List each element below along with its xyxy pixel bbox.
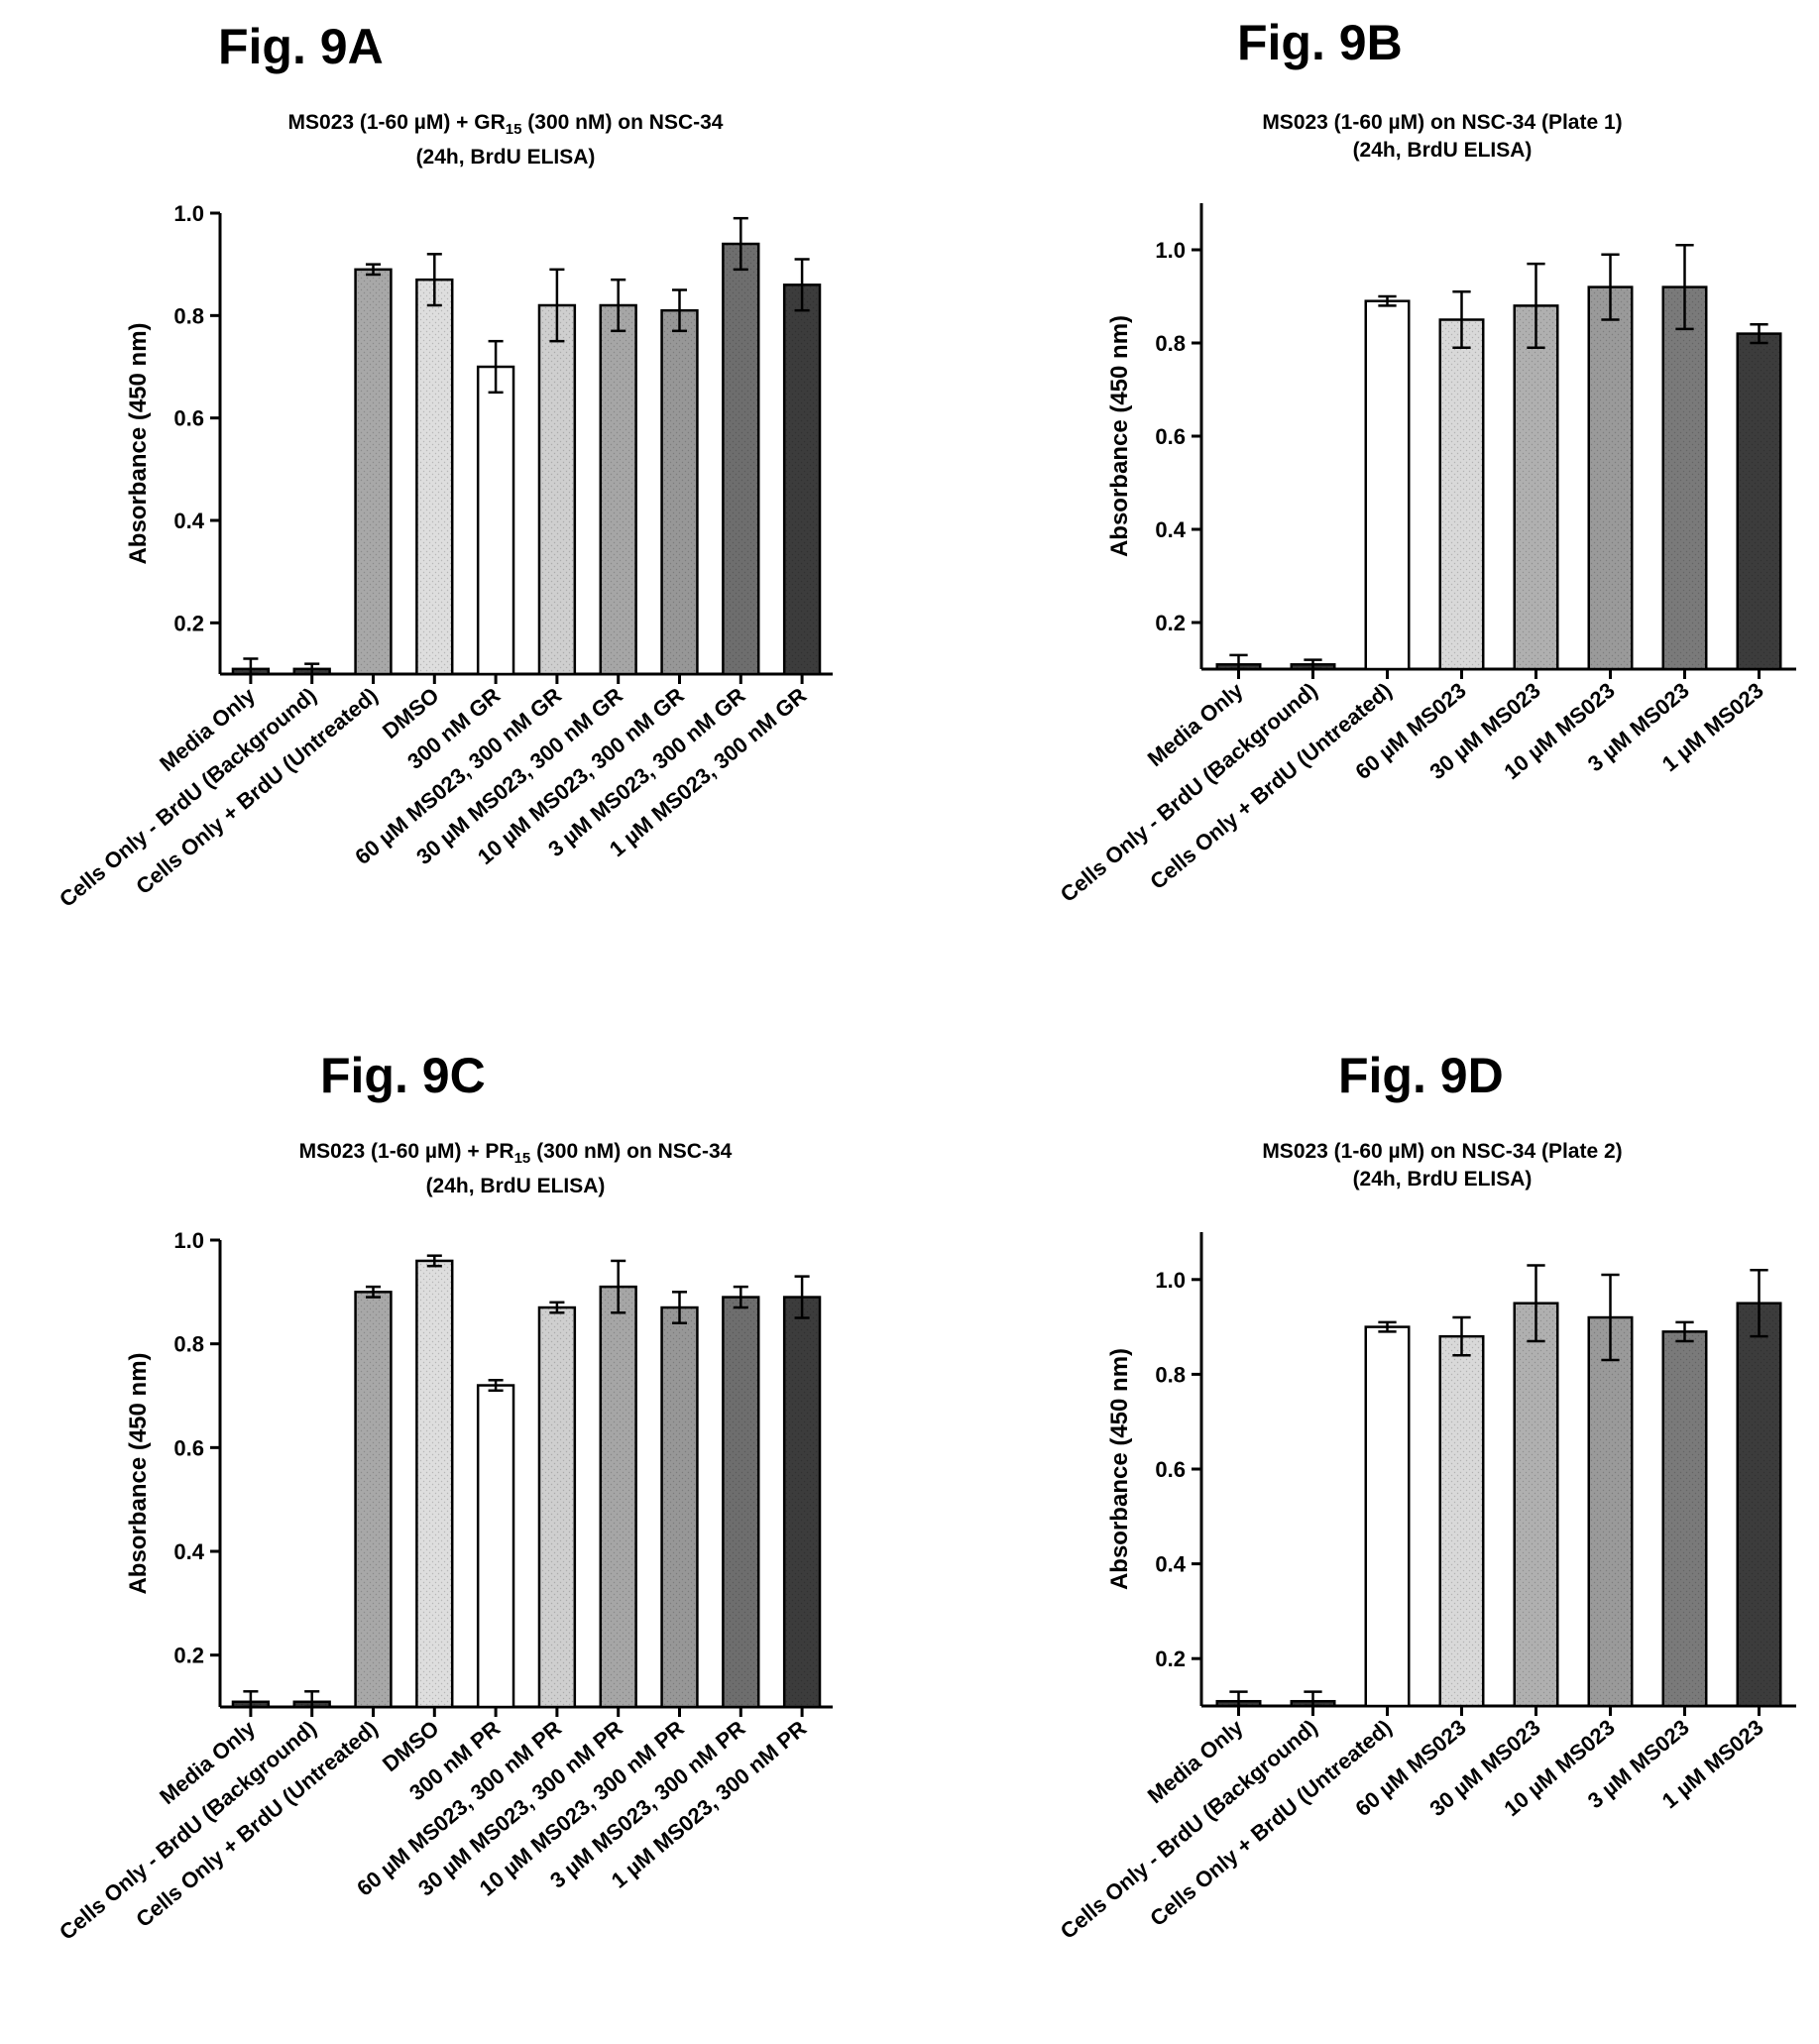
y-tick-label: 0.8 — [1155, 331, 1186, 356]
bar-texture — [723, 1297, 759, 1707]
chart-title-block: MS023 (1-60 µM) on NSC-34 (Plate 1) (24h… — [1115, 109, 1769, 165]
chart-subtitle: (24h, BrdU ELISA) — [415, 146, 596, 170]
chart-subtitle: (24h, BrdU ELISA) — [1352, 139, 1533, 162]
y-axis-label: Absorbance (450 nm) — [125, 322, 152, 564]
bar — [476, 1384, 515, 1709]
y-tick-label: 0.4 — [1155, 517, 1186, 542]
bar-texture — [661, 310, 698, 674]
y-axis-label: Absorbance (450 nm) — [1106, 1348, 1133, 1590]
bar-texture — [723, 244, 759, 674]
bar-texture — [1514, 1303, 1558, 1706]
bar-texture — [1588, 286, 1633, 669]
y-tick-label: 0.2 — [1155, 1647, 1186, 1671]
x-tick-label: Cells Only + BrdU (Untreated) — [131, 683, 382, 899]
bar — [1364, 1325, 1411, 1708]
y-axis-label: Absorbance (450 nm) — [1106, 315, 1133, 557]
chart-title-block: MS023 (1-60 µM) + PR15 (300 nM) on NSC-3… — [149, 1138, 882, 1200]
bar-texture — [784, 284, 821, 674]
chart-panel-9a: Fig. 9A MS023 (1-60 µM) + GR15 (300 nM) … — [0, 0, 909, 1022]
chart-title: MS023 (1-60 µM) + GR15 (300 nM) on NSC-3… — [287, 111, 724, 139]
y-tick-label: 1.0 — [173, 1228, 204, 1253]
y-tick-label: 1.0 — [1155, 1268, 1186, 1293]
x-tick-label: Cells Only + BrdU (Untreated) — [131, 1716, 382, 1932]
chart-title: MS023 (1-60 µM) on NSC-34 (Plate 1) — [1262, 111, 1623, 134]
y-tick-label: 0.2 — [173, 1644, 204, 1668]
bar-texture — [416, 1260, 453, 1707]
y-tick-label: 0.6 — [1155, 424, 1186, 449]
y-tick-label: 0.8 — [173, 1332, 204, 1357]
figure-label: Fig. 9C — [320, 1048, 486, 1103]
bar-texture — [661, 1307, 698, 1707]
chart-panel-9b: Fig. 9B MS023 (1-60 µM) on NSC-34 (Plate… — [909, 0, 1818, 1022]
bar — [1364, 299, 1411, 671]
y-tick-label: 0.4 — [1155, 1552, 1186, 1577]
y-tick-label: 0.8 — [173, 303, 204, 328]
bar-texture — [600, 1287, 636, 1707]
y-tick-label: 0.4 — [173, 509, 204, 533]
bar-texture — [784, 1297, 821, 1707]
chart-title: MS023 (1-60 µM) + PR15 (300 nM) on NSC-3… — [298, 1140, 733, 1168]
y-tick-label: 0.6 — [1155, 1457, 1186, 1482]
bar-texture — [1439, 1336, 1484, 1706]
bar-texture — [1588, 1317, 1633, 1706]
bar-texture — [1662, 286, 1707, 669]
bar-texture — [600, 305, 636, 674]
y-tick-label: 0.6 — [173, 406, 204, 431]
bar-texture — [416, 280, 453, 674]
chart-title: MS023 (1-60 µM) on NSC-34 (Plate 2) — [1262, 1140, 1623, 1163]
figure-label: Fig. 9D — [1338, 1048, 1504, 1103]
bar-texture — [355, 269, 392, 674]
chart-panel-9c: Fig. 9C MS023 (1-60 µM) + PR15 (300 nM) … — [0, 1022, 909, 2044]
x-tick-label: Cells Only - BrdU (Background) — [55, 1716, 321, 1945]
chart-subtitle: (24h, BrdU ELISA) — [425, 1175, 606, 1198]
chart-title-block: MS023 (1-60 µM) on NSC-34 (Plate 2) (24h… — [1115, 1138, 1769, 1193]
bar-texture — [538, 305, 575, 674]
bar-texture — [1439, 319, 1484, 669]
bar — [476, 365, 515, 676]
figure-label: Fig. 9B — [1237, 15, 1403, 70]
y-tick-label: 1.0 — [173, 201, 204, 226]
y-tick-label: 0.6 — [173, 1435, 204, 1460]
y-tick-label: 0.4 — [173, 1539, 204, 1564]
bar-texture — [1737, 1303, 1781, 1706]
x-tick-label: Cells Only - BrdU (Background) — [55, 683, 321, 912]
chart-title-block: MS023 (1-60 µM) + GR15 (300 nM) on NSC-3… — [129, 109, 882, 171]
y-tick-label: 1.0 — [1155, 238, 1186, 263]
y-tick-label: 0.8 — [1155, 1362, 1186, 1387]
chart-subtitle: (24h, BrdU ELISA) — [1352, 1168, 1533, 1191]
y-axis-label: Absorbance (450 nm) — [125, 1352, 152, 1594]
chart-panel-9d: Fig. 9D MS023 (1-60 µM) on NSC-34 (Plate… — [909, 1022, 1818, 2044]
bar-texture — [1737, 333, 1781, 669]
y-tick-label: 0.2 — [1155, 611, 1186, 635]
bar-texture — [1662, 1331, 1707, 1706]
y-tick-label: 0.2 — [173, 611, 204, 635]
figure-label: Fig. 9A — [218, 19, 384, 74]
bar-texture — [1514, 305, 1558, 669]
bar-texture — [355, 1292, 392, 1707]
bar-texture — [538, 1307, 575, 1707]
